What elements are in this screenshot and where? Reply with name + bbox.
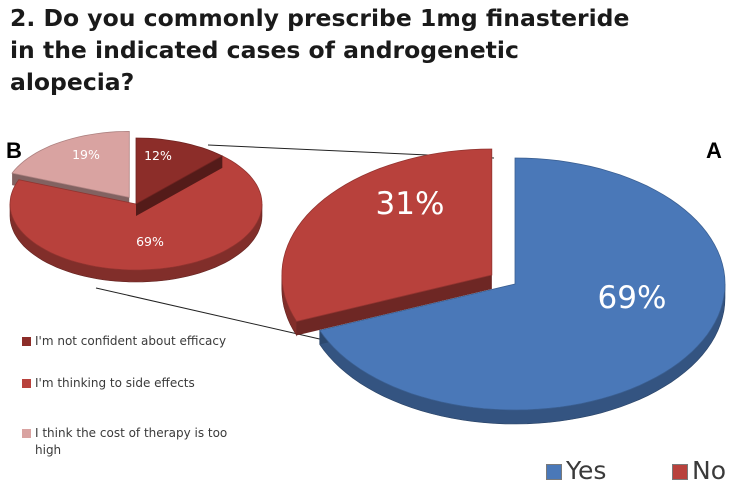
pie-b-slice-cost-top	[11, 130, 130, 198]
pie-b-slice-efficacy	[135, 137, 224, 216]
pie-a-slice-no-cut-1	[296, 275, 492, 336]
legend-b-label-2: I'm thinking to side effects	[35, 376, 195, 390]
legend-b-swatch-1	[22, 337, 31, 346]
panel-label-a: A	[706, 138, 722, 163]
legend-a-swatch-yes	[546, 464, 562, 480]
pie-a-slice-no	[281, 148, 493, 337]
panel-label-b: B	[6, 138, 22, 163]
legend-a-swatch-no	[672, 464, 688, 480]
title-line-1: 2. Do you commonly prescribe 1mg finaste…	[10, 4, 630, 32]
pie-a-slice-no-top	[281, 148, 493, 322]
title-line-2: in the indicated cases of androgenetic	[10, 36, 519, 64]
pie-b-label-side-effects: 69%	[136, 234, 164, 249]
connector-line-bottom	[95, 287, 325, 341]
pie-a-label-yes: 69%	[598, 280, 667, 316]
pie-chart-a: 69% 31%	[281, 148, 726, 425]
legend-b-swatch-3	[22, 429, 31, 438]
legend-b-label-1: I'm not confident about efficacy	[35, 334, 227, 348]
legend-b-item-1: I'm not confident about efficacy	[22, 333, 275, 350]
legend-a-label-no: No	[692, 456, 726, 485]
pie-a-label-no: 31%	[376, 186, 445, 222]
chart-title: 2. Do you commonly prescribe 1mg finaste…	[10, 2, 730, 98]
pie-chart-b: 12% 69% 19%	[9, 130, 263, 283]
legend-b-item-3: I think the cost of therapy is too high	[22, 425, 250, 459]
pie-b-label-cost: 19%	[72, 147, 100, 162]
legend-a-label-yes: Yes	[566, 456, 607, 485]
legend-a-item-no: No	[672, 456, 726, 486]
legend-b-item-2: I'm thinking to side effects	[22, 375, 275, 392]
pie-a-slice-yes-top	[319, 157, 726, 411]
legend-b-swatch-2	[22, 379, 31, 388]
title-line-3: alopecia?	[10, 68, 135, 96]
pie-b-label-efficacy: 12%	[144, 148, 172, 163]
legend-b-label-3: I think the cost of therapy is too high	[35, 426, 228, 457]
pie-b-slice-efficacy-top	[135, 137, 224, 205]
pie-b-slice-efficacy-cut-2	[136, 155, 223, 216]
legend-a-item-yes: Yes	[546, 456, 606, 486]
pie-a-slice-yes	[319, 157, 726, 425]
